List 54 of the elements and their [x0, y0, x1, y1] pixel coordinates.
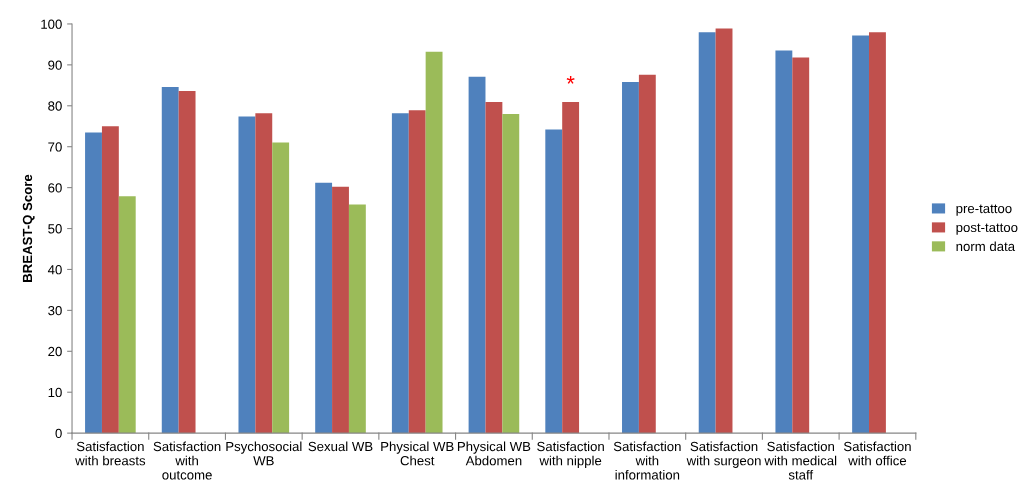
bar	[101, 126, 119, 434]
y-tick-label: 100	[41, 19, 62, 29]
bar	[869, 32, 886, 434]
bar	[425, 51, 443, 434]
bar	[255, 113, 273, 434]
y-tick-label: 80	[48, 101, 62, 111]
x-tick-label: Satisfaction with surgeon	[686, 441, 761, 468]
bar	[698, 32, 716, 434]
bar	[161, 86, 179, 434]
bar	[792, 57, 810, 434]
bar	[272, 142, 290, 434]
annotation: *	[566, 75, 575, 84]
y-tick-label: 20	[48, 346, 62, 357]
bar	[468, 76, 486, 434]
y-tick-label: 90	[48, 60, 62, 70]
x-tick-label: Satisfaction with information	[613, 441, 681, 480]
legend-label: norm data	[956, 241, 1016, 252]
y-tick-label: 0	[55, 428, 62, 439]
bar	[775, 50, 793, 434]
bar	[638, 74, 656, 434]
x-tick-label: Sexual WB	[308, 441, 373, 452]
y-tick-label: 40	[47, 265, 62, 275]
y-axis-title: BREAST-Q Score	[22, 174, 35, 282]
bar	[545, 129, 563, 434]
bar	[178, 91, 196, 434]
bar	[332, 186, 349, 434]
bar	[118, 196, 136, 434]
bar	[391, 113, 409, 434]
legend-label: post-tattoo	[956, 223, 1018, 235]
x-tick-label: Satisfaction with outcome	[153, 441, 221, 480]
bar	[315, 182, 333, 434]
y-tick-label: 10	[48, 387, 62, 398]
bar	[622, 82, 639, 434]
y-tick-label: 60	[48, 183, 62, 193]
bar	[238, 116, 256, 434]
x-tick-label: Physical WB Chest	[381, 441, 454, 466]
x-tick-label: Satisfaction with nipple	[537, 441, 604, 468]
x-tick-label: Satisfaction with medical staff	[764, 441, 837, 480]
y-tick-label: 30	[48, 305, 62, 316]
bar	[85, 132, 102, 434]
bar	[348, 204, 366, 434]
x-tick-label: Satisfaction with office	[843, 441, 911, 466]
x-tick-label: Physical WB Abdomen	[457, 441, 531, 466]
x-tick-label: Psychosocial WB	[226, 441, 302, 466]
bar	[502, 113, 520, 434]
y-tick-label: 70	[48, 142, 62, 152]
bar	[852, 35, 870, 434]
y-tick-label: 50	[48, 224, 62, 234]
bar	[408, 110, 426, 434]
bar	[715, 28, 733, 434]
legend-label: pre-tattoo	[956, 204, 1012, 216]
bar	[485, 102, 503, 434]
bar	[562, 102, 580, 434]
x-tick-label: Satisfaction with breasts	[75, 441, 146, 466]
